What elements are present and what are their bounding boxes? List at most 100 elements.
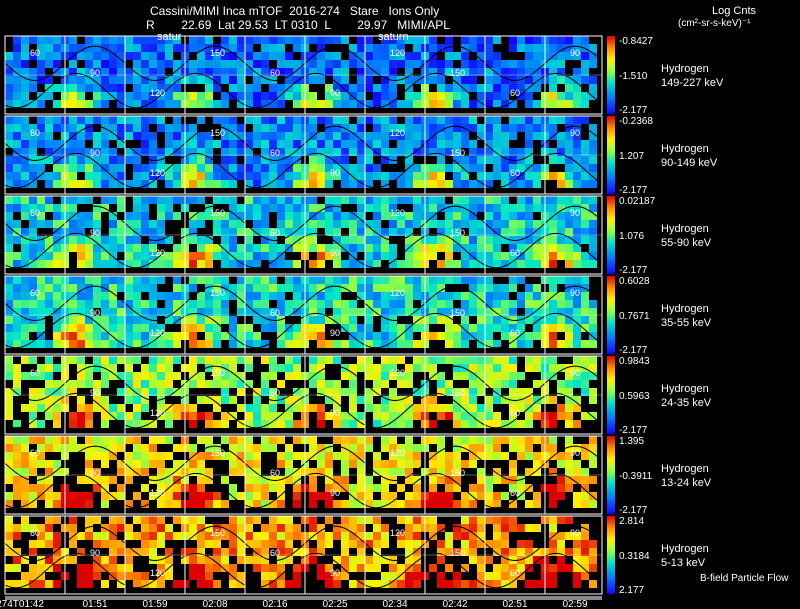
heatmap-cell (573, 116, 581, 124)
heatmap-cell (413, 460, 421, 468)
heatmap-cell (221, 308, 229, 316)
heatmap-cell (5, 324, 13, 332)
heatmap-cell (77, 156, 85, 164)
heatmap-cell (53, 404, 61, 412)
heatmap-cell (485, 500, 493, 508)
heatmap-cell (349, 52, 357, 60)
heatmap-cell (381, 484, 389, 492)
heatmap-cell (333, 132, 341, 140)
heatmap-cell (325, 204, 333, 212)
heatmap-cell (517, 164, 525, 172)
heatmap-cell (517, 276, 525, 284)
heatmap-cell (509, 116, 517, 124)
heatmap-cell (45, 60, 53, 68)
heatmap-cell (533, 436, 541, 444)
heatmap-cell (85, 564, 93, 572)
heatmap-cell (469, 228, 477, 236)
heatmap-cell (405, 148, 413, 156)
heatmap-cell (117, 116, 125, 124)
heatmap-cell (229, 460, 237, 468)
heatmap-cell (341, 76, 349, 84)
heatmap-cell (69, 324, 77, 332)
heatmap-cell (525, 196, 533, 204)
heatmap-cell (317, 244, 325, 252)
heatmap-cell (197, 148, 205, 156)
heatmap-cell (437, 244, 445, 252)
heatmap-cell (277, 68, 285, 76)
heatmap-cell (117, 444, 125, 452)
heatmap-cell (469, 580, 477, 588)
heatmap-cell (477, 524, 485, 532)
heatmap-cell (285, 212, 293, 220)
heatmap-cell (501, 228, 509, 236)
heatmap-cell (165, 332, 173, 340)
heatmap-cell (557, 140, 565, 148)
heatmap-cell (13, 388, 21, 396)
heatmap-cell (165, 388, 173, 396)
heatmap-cell (261, 60, 269, 68)
heatmap-cell (29, 572, 37, 580)
heatmap-cell (13, 372, 21, 380)
heatmap-cell (133, 420, 141, 428)
heatmap-cell (477, 228, 485, 236)
heatmap-cell (285, 516, 293, 524)
heatmap-cell (69, 44, 77, 52)
heatmap-cell (253, 252, 261, 260)
heatmap-cell (205, 492, 213, 500)
heatmap-cell (533, 324, 541, 332)
heatmap-cell (133, 372, 141, 380)
heatmap-cell (453, 332, 461, 340)
heatmap-cell (557, 92, 565, 100)
heatmap-cell (69, 164, 77, 172)
heatmap-cell (389, 572, 397, 580)
heatmap-cell (93, 180, 101, 188)
heatmap-cell (445, 100, 453, 108)
heatmap-cell (109, 244, 117, 252)
heatmap-cell (109, 84, 117, 92)
heatmap-cell (413, 532, 421, 540)
heatmap-cell (93, 404, 101, 412)
heatmap-cell (397, 220, 405, 228)
heatmap-cell (125, 372, 133, 380)
heatmap-cell (221, 148, 229, 156)
heatmap-cell (573, 36, 581, 44)
heatmap-cell (357, 412, 365, 420)
time-tick-label: 02:34 (382, 599, 407, 609)
heatmap-cell (397, 100, 405, 108)
heatmap-cell (389, 308, 397, 316)
colorbar-max-label: 0.9843 (619, 356, 650, 367)
heatmap-cell (381, 372, 389, 380)
heatmap-cell (581, 300, 589, 308)
heatmap-cell (365, 388, 373, 396)
heatmap-cell (413, 164, 421, 172)
heatmap-cell (437, 300, 445, 308)
heatmap-cell (341, 540, 349, 548)
heatmap-cell (37, 452, 45, 460)
heatmap-cell (453, 308, 461, 316)
heatmap-cell (213, 300, 221, 308)
heatmap-cell (237, 372, 245, 380)
heatmap-cell (245, 68, 253, 76)
heatmap-cell (317, 300, 325, 308)
heatmap-cell (589, 324, 597, 332)
heatmap-cell (5, 388, 13, 396)
heatmap-cell (429, 420, 437, 428)
heatmap-cell (221, 276, 229, 284)
heatmap-cell (277, 140, 285, 148)
heatmap-cell (381, 396, 389, 404)
heatmap-cell (69, 388, 77, 396)
heatmap-cell (173, 292, 181, 300)
heatmap-cell (365, 556, 373, 564)
heatmap-cell (45, 396, 53, 404)
heatmap-cell (141, 212, 149, 220)
heatmap-cell (213, 244, 221, 252)
heatmap-cell (309, 332, 317, 340)
heatmap-cell (277, 324, 285, 332)
heatmap-cell (549, 244, 557, 252)
heatmap-cell (85, 572, 93, 580)
heatmap-cell (349, 380, 357, 388)
heatmap-cell (493, 92, 501, 100)
heatmap-cell (341, 316, 349, 324)
heatmap-cell (413, 356, 421, 364)
heatmap-cell (461, 460, 469, 468)
